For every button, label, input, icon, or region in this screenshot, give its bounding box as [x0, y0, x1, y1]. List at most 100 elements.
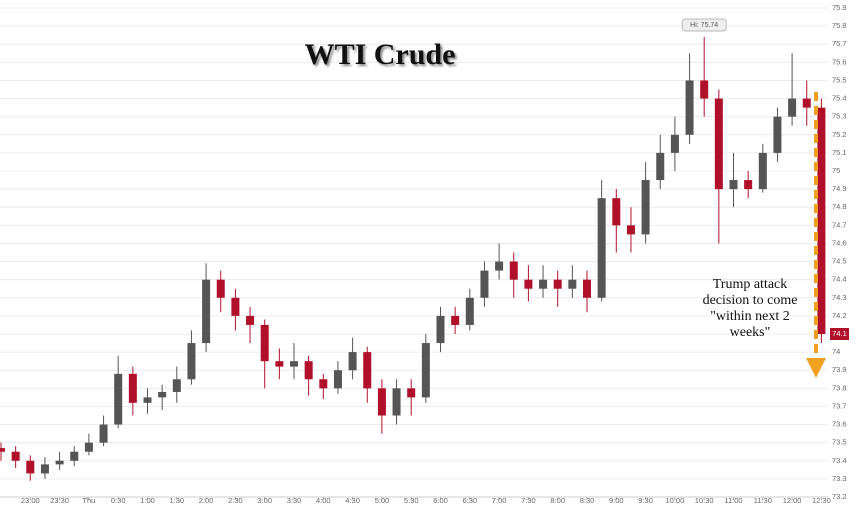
candle-body: [128, 373, 137, 403]
x-tick-label: 8:30: [580, 496, 595, 505]
y-tick-label: 74.3: [832, 293, 847, 302]
y-tick-label: 75.4: [832, 94, 847, 103]
candle-body: [714, 98, 723, 190]
candle-body: [202, 279, 211, 344]
x-tick-label: 23:00: [21, 496, 40, 505]
candle-body: [55, 460, 64, 465]
y-tick-label: 73.7: [832, 401, 847, 410]
x-tick-label: 2:00: [199, 496, 214, 505]
candle-body: [744, 180, 753, 190]
x-tick-label: 11:30: [754, 496, 772, 505]
candle-body: [99, 424, 108, 443]
y-tick-label: 74.9: [832, 184, 847, 193]
candle-body: [685, 80, 694, 135]
candle-body: [480, 270, 489, 298]
candle-body: [802, 98, 811, 108]
candle-body: [451, 315, 460, 325]
candle-body: [11, 451, 20, 461]
candle-body: [465, 297, 474, 325]
x-tick-label: 12:00: [783, 496, 802, 505]
y-tick-label: 73.3: [832, 474, 847, 483]
candle-body: [70, 451, 79, 461]
last-price-box: [830, 328, 849, 340]
x-tick-label: 5:00: [375, 496, 390, 505]
candle-body: [187, 343, 196, 380]
candle-body: [773, 116, 782, 153]
x-tick-label: 6:30: [462, 496, 477, 505]
candle-body: [495, 261, 504, 271]
x-tick-label: 1:30: [169, 496, 184, 505]
candle-body: [509, 261, 518, 280]
annotation-line: "within next 2: [710, 309, 790, 324]
candle-body: [421, 343, 430, 398]
hi-label-box: [681, 18, 727, 32]
x-tick-label: 0:30: [111, 496, 126, 505]
candle-body: [568, 279, 577, 289]
x-tick-label: 3:30: [287, 496, 302, 505]
x-tick-label: 23:30: [50, 496, 69, 505]
candle-body: [729, 180, 738, 190]
hi-label: Hi: 75.74: [690, 22, 718, 29]
y-tick-label: 75.7: [832, 39, 847, 48]
chart-title: WTI Crude: [305, 38, 456, 71]
candle-body: [143, 397, 152, 403]
x-tick-label: 3:00: [257, 496, 272, 505]
candle-body: [216, 279, 225, 298]
candle-body: [40, 464, 49, 474]
annotation-line: Trump attack: [713, 277, 788, 292]
candle-body: [363, 352, 372, 389]
candle-body: [333, 370, 342, 389]
candles: [0, 36, 826, 481]
candle-body: [348, 352, 357, 371]
y-tick-label: 74.5: [832, 257, 847, 266]
y-tick-label: 75.3: [832, 112, 847, 121]
candle-body: [626, 225, 635, 235]
x-tick-label: 5:30: [404, 496, 419, 505]
annotation-line: weeks": [730, 325, 771, 340]
y-tick-label: 73.4: [832, 456, 847, 465]
candle-body: [539, 279, 548, 289]
candle-body: [758, 152, 767, 190]
last-price-label: 74.1: [832, 329, 847, 338]
x-tick-label: 9:00: [609, 496, 624, 505]
candle-body: [656, 152, 665, 181]
x-tick-label: 10:00: [666, 496, 685, 505]
x-tick-label: 2:30: [228, 496, 243, 505]
candle-body: [524, 279, 533, 289]
x-tick-label: 4:00: [316, 496, 331, 505]
y-tick-label: 75.8: [832, 21, 847, 30]
x-tick-label: 7:30: [521, 496, 536, 505]
y-tick-label: 73.9: [832, 365, 847, 374]
candle-body: [304, 361, 313, 380]
candle-body: [260, 324, 269, 362]
candle-body: [817, 107, 826, 334]
candle-body: [612, 198, 621, 226]
y-tick-label: 73.5: [832, 438, 847, 447]
x-tick-label: Thu: [82, 496, 95, 505]
y-tick-label: 73.6: [832, 420, 847, 429]
candle-body: [319, 379, 328, 389]
candle-body: [84, 442, 93, 452]
candle-body: [641, 180, 650, 235]
y-tick-label: 75.6: [832, 57, 847, 66]
candle-body: [583, 279, 591, 298]
y-tick-label: 74.6: [832, 238, 847, 247]
candle-body: [0, 448, 5, 452]
y-tick-label: 75.9: [832, 3, 847, 12]
x-tick-label: 1:00: [140, 496, 155, 505]
x-tick-label: 8:00: [550, 496, 565, 505]
x-tick-label: 9:30: [638, 496, 653, 505]
candle-body: [553, 279, 562, 289]
y-tick-label: 73.2: [832, 492, 847, 501]
y-tick-label: 75.2: [832, 130, 847, 139]
candle-body: [597, 198, 606, 298]
candle-body: [436, 315, 445, 344]
x-tick-label: 10:30: [695, 496, 714, 505]
y-tick-label: 74.2: [832, 311, 847, 320]
y-tick-label: 74.8: [832, 202, 847, 211]
candle-body: [231, 297, 240, 316]
candle-body: [246, 315, 255, 325]
y-tick-label: 74.4: [832, 275, 847, 284]
